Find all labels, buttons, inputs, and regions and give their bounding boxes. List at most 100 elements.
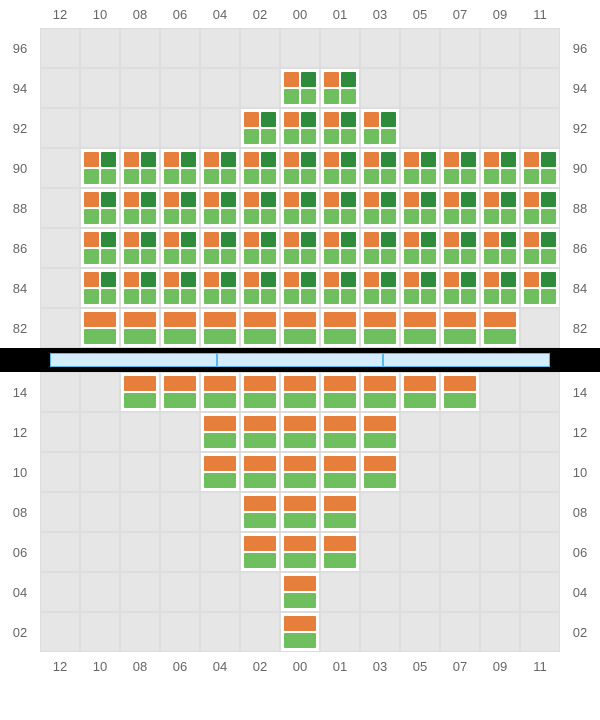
seat-cell[interactable]: [360, 372, 400, 412]
seat-cell[interactable]: [120, 372, 160, 412]
seat-cell[interactable]: [120, 148, 160, 188]
seat-cell[interactable]: [80, 268, 120, 308]
seat-cell[interactable]: [320, 188, 360, 228]
seat-cell[interactable]: [480, 148, 520, 188]
seat-cell[interactable]: [320, 452, 360, 492]
seat-cell[interactable]: [280, 188, 320, 228]
seat-cell[interactable]: [320, 268, 360, 308]
seat-cell[interactable]: [160, 188, 200, 228]
seat-cell[interactable]: [280, 492, 320, 532]
seat-cell[interactable]: [400, 268, 440, 308]
seat-cell[interactable]: [440, 372, 480, 412]
seat-cell[interactable]: [400, 228, 440, 268]
seat-cell[interactable]: [520, 228, 560, 268]
seat-cell[interactable]: [240, 268, 280, 308]
seat-cell[interactable]: [360, 268, 400, 308]
seat-cell[interactable]: [80, 148, 120, 188]
seat-cell[interactable]: [360, 452, 400, 492]
seat-cell[interactable]: [120, 268, 160, 308]
seat-cell[interactable]: [200, 268, 240, 308]
seat-cell[interactable]: [200, 188, 240, 228]
seat-cell[interactable]: [240, 532, 280, 572]
seat-cell[interactable]: [160, 228, 200, 268]
seat-cell[interactable]: [200, 372, 240, 412]
seat-cell[interactable]: [200, 228, 240, 268]
seat-cell[interactable]: [280, 532, 320, 572]
seat-cell[interactable]: [400, 148, 440, 188]
seat-cell[interactable]: [440, 308, 480, 348]
seat-glyph: [284, 232, 316, 264]
seat-cell[interactable]: [440, 148, 480, 188]
seat-cell[interactable]: [360, 308, 400, 348]
seat-cell[interactable]: [80, 308, 120, 348]
seat-cell[interactable]: [120, 308, 160, 348]
seat-cell[interactable]: [240, 308, 280, 348]
divider-segment[interactable]: [50, 353, 217, 367]
seat-cell[interactable]: [120, 228, 160, 268]
seat-cell[interactable]: [320, 492, 360, 532]
seat-cell[interactable]: [280, 572, 320, 612]
seat-cell[interactable]: [280, 228, 320, 268]
seat-cell[interactable]: [200, 452, 240, 492]
seat-cell[interactable]: [440, 188, 480, 228]
seat-cell[interactable]: [320, 412, 360, 452]
seat-cell[interactable]: [400, 188, 440, 228]
seat-cell[interactable]: [240, 228, 280, 268]
seat-cell[interactable]: [240, 108, 280, 148]
seat-cell[interactable]: [400, 372, 440, 412]
empty-cell: [80, 452, 120, 492]
seat-cell[interactable]: [280, 612, 320, 652]
seat-cell[interactable]: [280, 108, 320, 148]
seat-cell[interactable]: [280, 308, 320, 348]
seat-cell[interactable]: [280, 412, 320, 452]
seat-cell[interactable]: [280, 372, 320, 412]
seat-cell[interactable]: [320, 68, 360, 108]
divider-segment[interactable]: [383, 353, 550, 367]
seat-cell[interactable]: [280, 452, 320, 492]
seat-cell[interactable]: [120, 188, 160, 228]
seat-cell[interactable]: [360, 188, 400, 228]
seat-cell[interactable]: [280, 268, 320, 308]
seat-cell[interactable]: [240, 148, 280, 188]
seat-cell[interactable]: [200, 308, 240, 348]
seat-cell[interactable]: [480, 308, 520, 348]
col-label: 10: [80, 7, 120, 22]
seat-cell[interactable]: [240, 452, 280, 492]
seat-cell[interactable]: [360, 108, 400, 148]
seat-cell[interactable]: [160, 148, 200, 188]
seat-cell[interactable]: [240, 492, 280, 532]
seat-cell[interactable]: [360, 148, 400, 188]
seat-cell[interactable]: [320, 372, 360, 412]
seat-cell[interactable]: [360, 412, 400, 452]
seat-cell[interactable]: [200, 148, 240, 188]
seat-cell[interactable]: [320, 532, 360, 572]
seat-cell[interactable]: [240, 412, 280, 452]
seat-cell[interactable]: [320, 108, 360, 148]
seat-cell[interactable]: [320, 308, 360, 348]
seat-cell[interactable]: [520, 268, 560, 308]
seat-cell[interactable]: [280, 148, 320, 188]
seat-cell[interactable]: [480, 228, 520, 268]
seat-cell[interactable]: [80, 228, 120, 268]
empty-cell: [240, 612, 280, 652]
seat-cell[interactable]: [240, 188, 280, 228]
seat-glyph: [324, 72, 356, 104]
seat-cell[interactable]: [200, 412, 240, 452]
seat-cell[interactable]: [360, 228, 400, 268]
seat-cell[interactable]: [320, 148, 360, 188]
seat-cell[interactable]: [440, 268, 480, 308]
seat-cell[interactable]: [80, 188, 120, 228]
seat-cell[interactable]: [280, 68, 320, 108]
seat-cell[interactable]: [440, 228, 480, 268]
seat-cell[interactable]: [240, 372, 280, 412]
seat-cell[interactable]: [160, 372, 200, 412]
divider-segment[interactable]: [217, 353, 384, 367]
seat-cell[interactable]: [480, 268, 520, 308]
seat-cell[interactable]: [320, 228, 360, 268]
seat-cell[interactable]: [160, 268, 200, 308]
seat-cell[interactable]: [480, 188, 520, 228]
seat-cell[interactable]: [520, 148, 560, 188]
seat-cell[interactable]: [160, 308, 200, 348]
seat-cell[interactable]: [520, 188, 560, 228]
seat-cell[interactable]: [400, 308, 440, 348]
